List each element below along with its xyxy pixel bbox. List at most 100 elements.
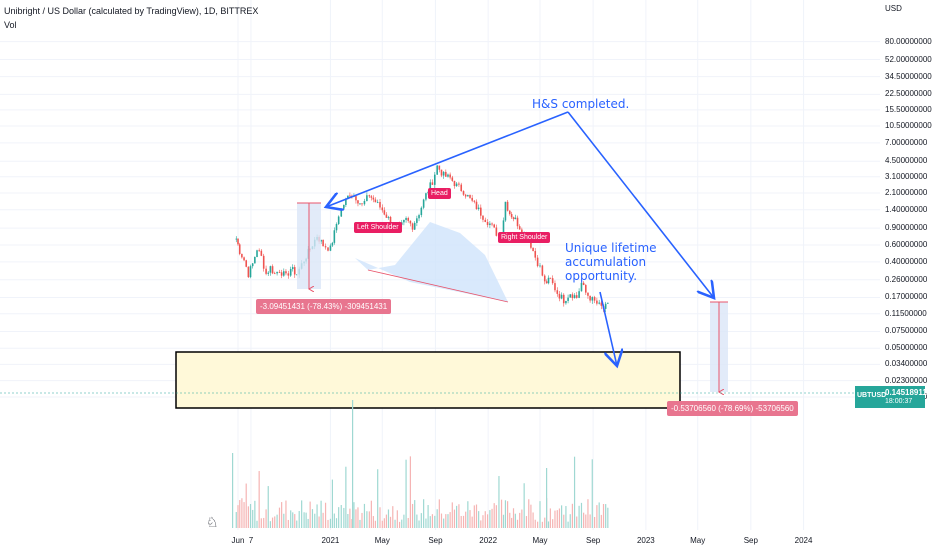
- volume-bar: [274, 516, 276, 528]
- candle-body: [361, 203, 363, 205]
- candle-body: [460, 184, 463, 192]
- candle-body: [543, 275, 546, 282]
- accumulation-note[interactable]: Unique lifetime accumulation opportunity…: [565, 241, 657, 283]
- volume-bar: [498, 476, 500, 528]
- volume-bar: [357, 507, 359, 528]
- candle-body: [247, 266, 250, 278]
- price-tick-label: 0.03400000: [885, 359, 928, 369]
- volume-bar: [281, 502, 283, 528]
- volume-bar: [460, 515, 462, 528]
- volume-bar: [576, 516, 578, 528]
- chart-title: Unibright / US Dollar (calculated by Tra…: [4, 6, 259, 16]
- candle-body: [551, 278, 554, 284]
- candle-body: [539, 265, 541, 267]
- candle-body: [508, 210, 511, 214]
- candle-body: [269, 266, 272, 273]
- time-tick-label: Sep: [586, 536, 601, 545]
- candle-body: [534, 251, 537, 258]
- volume-bar: [429, 516, 431, 528]
- candle-body: [273, 273, 276, 275]
- time-tick-label: Sep: [743, 536, 758, 545]
- volume-bar: [276, 514, 278, 528]
- volume-bar: [405, 459, 407, 528]
- volume-bar: [583, 512, 585, 528]
- volume-bar: [431, 514, 434, 528]
- candle-body: [493, 224, 496, 228]
- candle-body: [473, 200, 476, 202]
- candle-body: [436, 165, 438, 175]
- volume-bar: [340, 505, 342, 528]
- volume-bar: [311, 509, 314, 528]
- price-tick-label: 0.05000000: [885, 343, 928, 353]
- volume-bar: [254, 500, 256, 528]
- candle-body: [340, 208, 343, 217]
- candle-body: [482, 215, 484, 220]
- candle-body: [495, 227, 498, 236]
- candle-body: [580, 282, 583, 292]
- candle-body: [267, 272, 270, 274]
- volume-bar: [427, 505, 429, 528]
- candle-body: [462, 191, 465, 195]
- candle-body: [359, 203, 361, 205]
- candle-body: [276, 271, 278, 274]
- volume-bar: [269, 521, 272, 528]
- candle-body: [368, 195, 371, 197]
- volume-bar: [370, 500, 372, 528]
- volume-bar: [320, 500, 322, 528]
- candle-body: [442, 171, 445, 176]
- candle-body: [370, 196, 373, 198]
- volume-bar: [445, 514, 447, 528]
- hs-completed-note[interactable]: H&S completed.: [532, 97, 630, 111]
- price-tick-label: 2.10000000: [885, 187, 928, 197]
- volume-bar: [232, 453, 234, 528]
- accumulation-box: [175, 351, 681, 409]
- measure-label-1[interactable]: -3.09451431 (-78.43%) -309451431: [256, 299, 392, 314]
- candle-body: [587, 292, 589, 296]
- candle-body: [357, 200, 359, 204]
- candle-body: [582, 282, 585, 286]
- volume-bar: [241, 498, 243, 528]
- candle-body: [569, 294, 572, 298]
- candle-body: [374, 199, 377, 203]
- volume-bar: [523, 483, 525, 528]
- candle-body: [516, 217, 519, 227]
- volume-bar: [305, 512, 307, 528]
- volume-bar: [585, 514, 587, 528]
- candle-body: [589, 295, 591, 301]
- volume-bar: [525, 516, 528, 528]
- tradingview-logo-icon[interactable]: ♘: [206, 514, 219, 530]
- volume-bar: [434, 515, 436, 528]
- volume-bar: [471, 516, 473, 528]
- head-tag[interactable]: Head: [428, 188, 451, 199]
- candle-body: [413, 222, 416, 230]
- candle-body: [547, 277, 550, 284]
- volume-bar: [368, 511, 370, 528]
- candle-body: [324, 246, 327, 248]
- time-tick-label: May: [374, 536, 390, 545]
- volume-bar: [249, 503, 252, 528]
- candle-body: [387, 216, 390, 218]
- candle-body: [287, 273, 290, 276]
- measure-label-2[interactable]: -0.53706560 (-78.69%) -53706560: [667, 401, 798, 416]
- volume-bar: [237, 505, 239, 528]
- candle-body: [480, 207, 482, 216]
- volume-bar: [458, 504, 460, 528]
- volume-bar: [283, 513, 285, 528]
- right-shoulder-tag[interactable]: Right Shoulder: [498, 232, 551, 243]
- candle-body: [591, 297, 594, 301]
- volume-bar: [544, 517, 546, 528]
- volume-bar: [301, 500, 303, 528]
- candle-body: [238, 244, 241, 254]
- volume-bar: [593, 516, 596, 528]
- volume-bar: [556, 510, 558, 528]
- left-shoulder-tag[interactable]: Left Shoulder: [354, 222, 402, 233]
- candle-body: [355, 196, 357, 201]
- candle-body: [518, 226, 521, 230]
- volume-bar: [285, 500, 287, 528]
- candle-body: [383, 210, 386, 215]
- last-price-value: 0.14518911: [885, 388, 927, 397]
- candle-body: [560, 294, 563, 299]
- volume-bar: [331, 479, 334, 528]
